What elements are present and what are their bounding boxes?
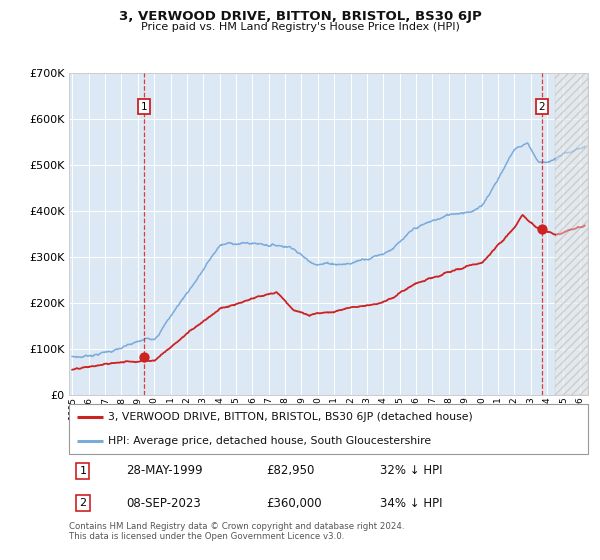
Bar <box>555 73 588 395</box>
Text: Price paid vs. HM Land Registry's House Price Index (HPI): Price paid vs. HM Land Registry's House … <box>140 22 460 32</box>
Text: £82,950: £82,950 <box>266 464 314 478</box>
FancyBboxPatch shape <box>69 404 588 454</box>
Text: 2: 2 <box>539 101 545 111</box>
Text: £360,000: £360,000 <box>266 497 322 510</box>
Text: 1: 1 <box>79 466 86 476</box>
Text: 34% ↓ HPI: 34% ↓ HPI <box>380 497 443 510</box>
Point <box>140 352 149 361</box>
Text: 32% ↓ HPI: 32% ↓ HPI <box>380 464 443 478</box>
Text: 2: 2 <box>79 498 86 508</box>
Point <box>537 225 547 234</box>
Text: Contains HM Land Registry data © Crown copyright and database right 2024.
This d: Contains HM Land Registry data © Crown c… <box>69 522 404 542</box>
Text: HPI: Average price, detached house, South Gloucestershire: HPI: Average price, detached house, Sout… <box>108 436 431 446</box>
Text: 1: 1 <box>141 101 148 111</box>
Text: 08-SEP-2023: 08-SEP-2023 <box>126 497 201 510</box>
Text: 3, VERWOOD DRIVE, BITTON, BRISTOL, BS30 6JP: 3, VERWOOD DRIVE, BITTON, BRISTOL, BS30 … <box>119 10 481 22</box>
Text: 28-MAY-1999: 28-MAY-1999 <box>126 464 203 478</box>
Text: 3, VERWOOD DRIVE, BITTON, BRISTOL, BS30 6JP (detached house): 3, VERWOOD DRIVE, BITTON, BRISTOL, BS30 … <box>108 412 473 422</box>
